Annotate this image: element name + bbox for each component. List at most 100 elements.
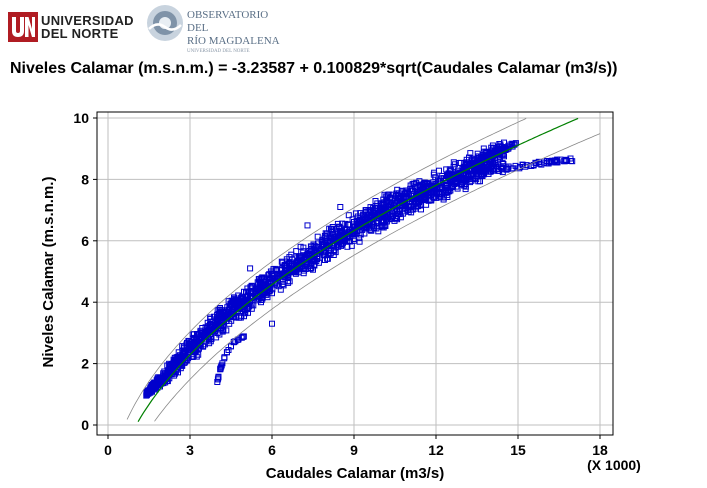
data-point <box>155 374 162 381</box>
data-point <box>207 318 214 325</box>
data-point <box>545 160 552 167</box>
data-point <box>368 213 375 220</box>
y-tick-label: 6 <box>81 233 89 249</box>
data-point <box>443 182 449 188</box>
data-point <box>469 159 476 166</box>
observatorio-logo-text: OBSERVATORIO DEL RÍO MAGDALENA UNIVERSID… <box>187 9 285 56</box>
observatorio-logo: OBSERVATORIO DEL RÍO MAGDALENA UNIVERSID… <box>145 3 285 54</box>
y-axis-label: Niveles Calamar (m.s.n.m.) <box>40 177 57 368</box>
fit-line <box>137 117 579 423</box>
x-tick-label: 9 <box>350 442 358 458</box>
data-point <box>248 285 255 292</box>
data-point <box>485 152 491 159</box>
data-point <box>300 244 307 251</box>
data-point <box>233 314 240 321</box>
data-point <box>269 320 275 327</box>
data-point <box>150 381 157 388</box>
un-logo-line1: UNIVERSIDAD <box>41 13 134 28</box>
axis-ticks: 0 3 6 9 12 15 18 0 2 4 6 8 10 <box>73 110 608 458</box>
data-point <box>314 249 320 256</box>
data-point <box>221 308 228 315</box>
data-point <box>451 181 458 187</box>
data-point <box>244 285 251 292</box>
data-point <box>314 233 321 240</box>
data-point <box>181 344 188 351</box>
y-tick-label: 4 <box>81 294 89 310</box>
data-point <box>310 257 317 264</box>
data-point <box>394 208 401 215</box>
data-point <box>278 266 285 273</box>
data-point <box>306 252 313 259</box>
data-point <box>161 368 168 375</box>
data-point <box>412 205 419 212</box>
data-point <box>452 179 459 186</box>
data-point <box>388 201 395 208</box>
data-point <box>304 222 311 229</box>
data-point <box>562 157 569 164</box>
data-point <box>369 221 376 228</box>
data-point <box>254 297 261 304</box>
data-point <box>168 371 175 378</box>
data-point <box>405 191 412 198</box>
data-point <box>256 276 262 283</box>
data-point <box>496 155 503 162</box>
data-point <box>279 259 286 266</box>
x-tick-label: 3 <box>186 442 194 458</box>
universidad-del-norte-logo: UNIVERSIDAD DEL NORTE <box>8 8 138 44</box>
data-point <box>215 374 222 380</box>
data-point <box>350 236 357 242</box>
data-point <box>388 212 395 219</box>
data-point <box>344 243 351 250</box>
upper-limit-line <box>126 118 527 420</box>
data-point <box>220 309 226 316</box>
data-point <box>192 345 199 352</box>
data-point <box>231 339 237 345</box>
data-point <box>145 389 152 395</box>
lower-limit-line <box>154 133 601 422</box>
data-point <box>399 188 406 195</box>
data-point <box>240 333 247 340</box>
data-point <box>336 224 343 231</box>
data-point <box>173 362 180 368</box>
x-tick-label: 15 <box>510 442 526 458</box>
data-point <box>499 166 505 173</box>
data-point <box>311 261 318 268</box>
data-point <box>247 265 254 272</box>
data-point <box>207 314 214 321</box>
data-point <box>369 207 376 214</box>
data-point <box>475 178 482 185</box>
data-point <box>306 248 313 254</box>
y-tick-label: 2 <box>81 356 89 372</box>
data-point <box>389 200 396 207</box>
data-point <box>352 210 359 217</box>
data-point <box>562 158 569 165</box>
data-point <box>240 298 247 305</box>
data-point <box>386 191 393 198</box>
chart-title: Niveles Calamar (m.s.n.m.) = -3.23587 + … <box>10 60 618 77</box>
data-point <box>181 347 188 354</box>
data-point <box>218 363 225 370</box>
data-point <box>238 334 245 341</box>
fit-curve <box>137 117 579 423</box>
data-point <box>242 307 249 313</box>
data-point <box>382 222 389 229</box>
data-point <box>232 299 239 306</box>
data-point <box>327 247 334 254</box>
x-tick-label: 18 <box>592 442 608 458</box>
un-logo-line2: DEL NORTE <box>41 26 119 41</box>
data-point <box>248 305 255 312</box>
data-point <box>462 186 469 193</box>
data-point <box>269 270 275 277</box>
data-point <box>240 296 247 303</box>
data-point <box>423 194 430 200</box>
data-point <box>299 260 305 267</box>
data-point <box>361 221 368 228</box>
data-point <box>196 334 203 341</box>
data-point <box>321 237 328 244</box>
data-point <box>465 173 472 180</box>
data-point <box>219 360 226 367</box>
data-point <box>467 150 474 157</box>
data-point <box>363 208 370 215</box>
data-point <box>337 204 344 210</box>
